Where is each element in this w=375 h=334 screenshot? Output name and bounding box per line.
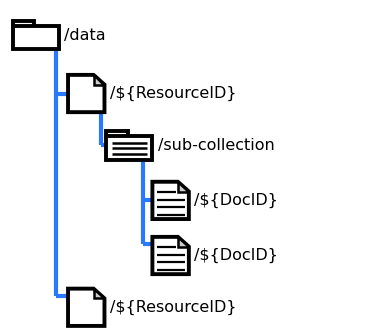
FancyBboxPatch shape: [13, 21, 34, 27]
Text: /sub-collection: /sub-collection: [158, 138, 274, 153]
Text: /${DocID}: /${DocID}: [194, 193, 278, 208]
FancyBboxPatch shape: [106, 132, 128, 137]
FancyBboxPatch shape: [106, 136, 152, 160]
Text: /${DocID}: /${DocID}: [194, 248, 278, 263]
Text: /data: /data: [64, 28, 106, 42]
Polygon shape: [93, 75, 105, 85]
Polygon shape: [178, 237, 189, 246]
Polygon shape: [178, 182, 189, 191]
Polygon shape: [152, 237, 189, 274]
Text: /${ResourceID}: /${ResourceID}: [110, 86, 237, 101]
Polygon shape: [68, 289, 105, 326]
Polygon shape: [68, 75, 105, 112]
Polygon shape: [152, 182, 189, 219]
Polygon shape: [93, 289, 105, 298]
FancyBboxPatch shape: [13, 26, 58, 49]
Text: /${ResourceID}: /${ResourceID}: [110, 300, 237, 315]
